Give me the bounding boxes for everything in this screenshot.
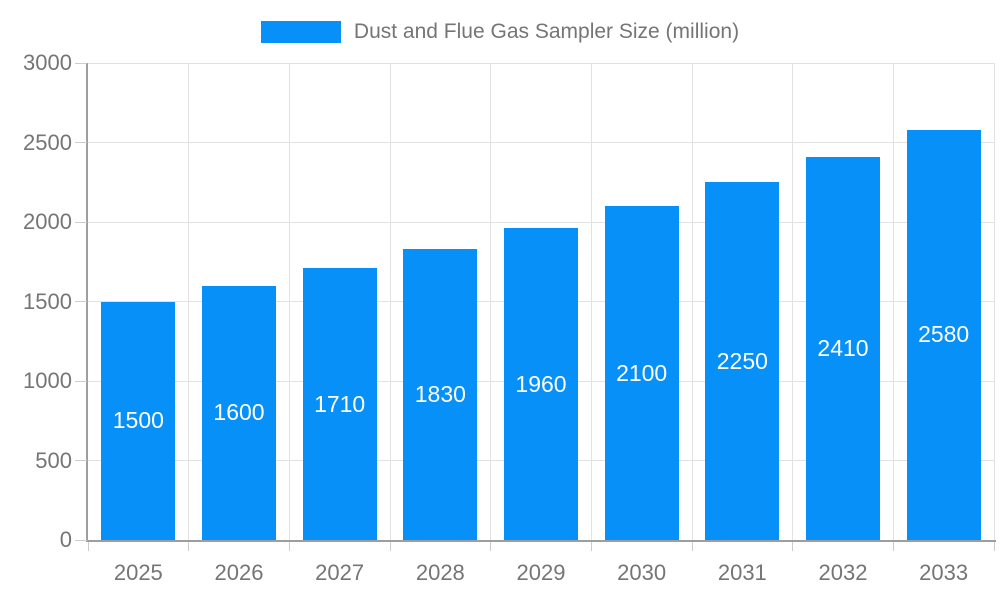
legend-swatch [260, 21, 341, 43]
bar-value-label: 1600 [213, 399, 265, 426]
y-axis-label: 1500 [23, 288, 72, 314]
gridline-vertical [792, 63, 794, 540]
bar[interactable]: 1710 [302, 268, 377, 540]
y-axis-label: 1000 [23, 368, 72, 393]
bar[interactable]: 2410 [806, 156, 880, 540]
x-axis-label: 2028 [415, 560, 465, 585]
x-axis-label: 2031 [717, 560, 767, 585]
y-axis-line [86, 63, 88, 542]
bar-value-label: 2410 [817, 334, 869, 361]
y-axis-label: 500 [35, 447, 72, 473]
gridline-vertical [590, 63, 592, 540]
bar-value-label: 2250 [716, 347, 768, 374]
x-axis-tick [590, 542, 592, 551]
bar[interactable]: 1600 [202, 285, 276, 540]
y-axis-tick [75, 380, 87, 382]
gridline-vertical [188, 63, 190, 540]
y-axis-tick [75, 221, 87, 223]
x-axis-tick [188, 542, 190, 551]
gridline-vertical [490, 63, 492, 540]
gridline-vertical [892, 63, 894, 540]
gridline-vertical [691, 63, 693, 540]
x-axis-tick [792, 542, 794, 551]
x-axis-label: 2032 [818, 560, 868, 585]
y-axis-tick [75, 460, 87, 461]
x-axis-tick [288, 542, 290, 551]
plot-area: 1500 1600 1710 1830 1960 2100 2250 2410 2580 [88, 62, 995, 540]
bar-value-label: 2100 [616, 359, 668, 386]
x-axis-label: 2033 [919, 560, 969, 585]
x-axis-tick [389, 542, 391, 551]
x-axis-tick [490, 542, 492, 551]
y-axis-tick [75, 301, 87, 302]
bar[interactable]: 2580 [906, 129, 981, 540]
y-axis-tick [75, 539, 87, 541]
y-axis-tick [75, 142, 87, 143]
bar[interactable]: 1960 [504, 228, 578, 540]
bar-value-label: 2580 [918, 321, 970, 348]
x-axis-tick [691, 542, 693, 551]
gridline-horizontal [88, 221, 994, 223]
bar[interactable]: 1500 [101, 301, 176, 540]
gridline-horizontal [88, 62, 994, 64]
legend[interactable]: Dust and Flue Gas Sampler Size (million) [0, 14, 1000, 50]
y-axis-label: 0 [59, 527, 72, 552]
bar-value-label: 1710 [314, 390, 366, 417]
x-axis-label: 2025 [113, 560, 163, 585]
bar[interactable]: 2100 [604, 206, 679, 540]
gridline-vertical [389, 63, 391, 540]
gridline-vertical [288, 63, 290, 540]
x-axis-tick [87, 542, 89, 551]
x-axis-label: 2030 [617, 560, 667, 585]
x-axis-tick [993, 542, 995, 551]
x-axis-line [86, 540, 996, 542]
bar-value-label: 1500 [112, 407, 164, 434]
gridline-vertical [993, 63, 995, 540]
y-axis-tick [75, 62, 87, 64]
y-axis-label: 2000 [23, 209, 72, 234]
y-axis-label: 3000 [23, 50, 72, 75]
bar[interactable]: 2250 [705, 182, 780, 540]
x-axis-tick [892, 542, 894, 551]
bar-value-label: 1960 [515, 370, 567, 397]
bar-value-label: 1830 [414, 381, 466, 408]
x-axis-label: 2026 [214, 560, 264, 585]
legend-label: Dust and Flue Gas Sampler Size (million) [353, 20, 740, 43]
x-axis-label: 2029 [516, 560, 566, 585]
bar[interactable]: 1830 [403, 249, 478, 540]
gridline-horizontal [88, 142, 994, 143]
y-axis-label: 2500 [23, 129, 72, 155]
x-axis-label: 2027 [315, 560, 365, 585]
